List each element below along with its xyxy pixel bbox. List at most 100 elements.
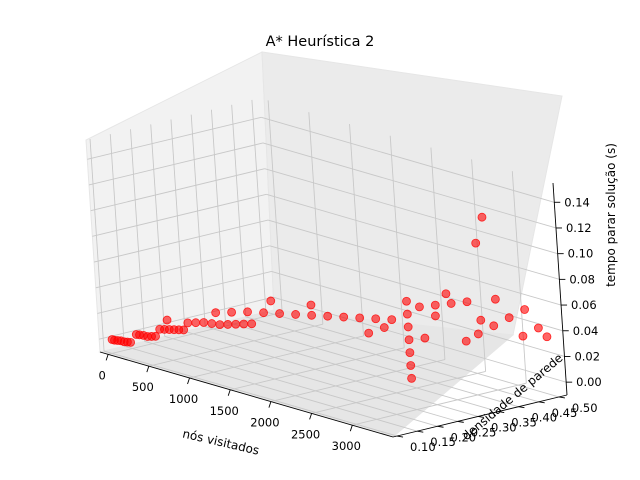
z-axis-label: tempo parar solução (s) — [604, 143, 618, 287]
data-point — [490, 294, 500, 304]
data-point — [151, 331, 160, 341]
z-gridline-side — [93, 219, 269, 263]
data-point — [542, 332, 552, 342]
x-tick-label: 1000 — [169, 392, 198, 406]
x-tick — [268, 401, 272, 408]
y-gridline-floor — [124, 345, 418, 432]
y-tick-label: 0.50 — [572, 401, 598, 415]
data-point — [379, 323, 389, 332]
x-tick — [146, 366, 150, 373]
z-gridline-back — [264, 168, 558, 255]
x-gridline-back — [471, 159, 487, 372]
data-point — [215, 320, 225, 330]
data-point — [431, 311, 440, 321]
x-gridline-back — [349, 123, 364, 337]
data-point — [307, 310, 317, 320]
y-tick-label: 0.20 — [451, 430, 477, 444]
data-point — [306, 300, 316, 310]
x-tick-label: 3000 — [332, 439, 361, 453]
z-tick-label: 0.06 — [571, 298, 597, 312]
y-gridline-floor — [184, 331, 479, 417]
x-tick — [309, 413, 313, 420]
x-tick-label: 1500 — [210, 404, 239, 418]
data-point — [520, 305, 529, 314]
data-point — [504, 313, 514, 323]
y-tick — [396, 435, 404, 438]
data-point — [243, 307, 252, 317]
data-point — [191, 318, 201, 328]
data-point — [364, 328, 374, 338]
y-gridline-floor — [245, 316, 539, 403]
data-point — [223, 320, 233, 329]
z-tick-label: 0.10 — [568, 247, 594, 261]
y-gridline-side — [231, 104, 247, 317]
y-gridline-side — [109, 134, 125, 347]
data-point — [461, 336, 471, 346]
y-axis-line — [392, 394, 568, 438]
y-tick-label: 0.30 — [491, 420, 517, 434]
z-gridline-back — [266, 193, 560, 280]
z-tick-label: 0.00 — [576, 375, 602, 389]
data-point — [471, 238, 481, 248]
data-point — [462, 297, 472, 307]
data-point — [477, 212, 487, 222]
data-point — [533, 323, 543, 333]
y-tick-label: 0.25 — [471, 425, 497, 439]
y-tick — [518, 406, 525, 409]
y-tick-label: 0.35 — [511, 416, 537, 430]
z-gridline-side — [88, 142, 264, 186]
x-gridline-back — [389, 135, 405, 348]
y-gridline-floor — [103, 350, 398, 437]
data-point — [207, 319, 217, 328]
data-point — [405, 348, 415, 358]
z-gridline-side — [95, 245, 270, 289]
data-point — [404, 335, 414, 345]
z-axis-line — [552, 182, 568, 396]
z-tick-label: 0.02 — [574, 349, 600, 363]
z-gridline-side — [99, 296, 274, 340]
y-gridline-floor — [205, 326, 499, 413]
y-tick — [558, 396, 565, 399]
x-tick — [105, 354, 109, 361]
x-axis-label: nós visitados — [181, 426, 260, 457]
x-tick-label: 2000 — [250, 416, 279, 430]
data-point — [323, 311, 333, 321]
data-point — [473, 329, 483, 339]
z-gridline-side — [97, 271, 272, 314]
data-point — [183, 318, 193, 328]
data-point — [407, 373, 416, 383]
data-point — [430, 300, 440, 310]
data-point — [291, 310, 301, 319]
x-gridline-back — [511, 171, 527, 384]
y-tick — [437, 425, 444, 428]
y-gridline-side — [210, 109, 226, 322]
y-tick — [498, 411, 505, 414]
data-point — [339, 312, 349, 322]
y-gridline-floor — [164, 335, 458, 422]
z-gridline-back — [273, 296, 567, 383]
data-point — [406, 361, 416, 370]
data-point — [231, 319, 241, 329]
grid-lines — [87, 99, 567, 437]
x-tick-label: 0 — [98, 368, 105, 382]
x-tick — [187, 377, 190, 385]
x-gridline-back — [308, 112, 324, 325]
x-tick — [349, 425, 353, 432]
x-tick — [227, 389, 231, 396]
z-gridline-back — [262, 142, 557, 229]
y-tick — [417, 430, 424, 433]
data-point — [239, 319, 249, 329]
data-point — [275, 309, 284, 318]
z-tick-label: 0.04 — [573, 324, 599, 338]
chart-title: A* Heurística 2 — [266, 34, 375, 50]
data-point — [199, 318, 209, 327]
z-gridline-back — [269, 245, 563, 332]
data-point — [371, 314, 381, 324]
data-point — [420, 333, 430, 343]
data-point — [403, 322, 413, 332]
data-point — [446, 299, 456, 308]
y-gridline-side — [190, 114, 206, 327]
x-tick-label: 500 — [132, 380, 154, 394]
y-tick — [477, 416, 485, 418]
